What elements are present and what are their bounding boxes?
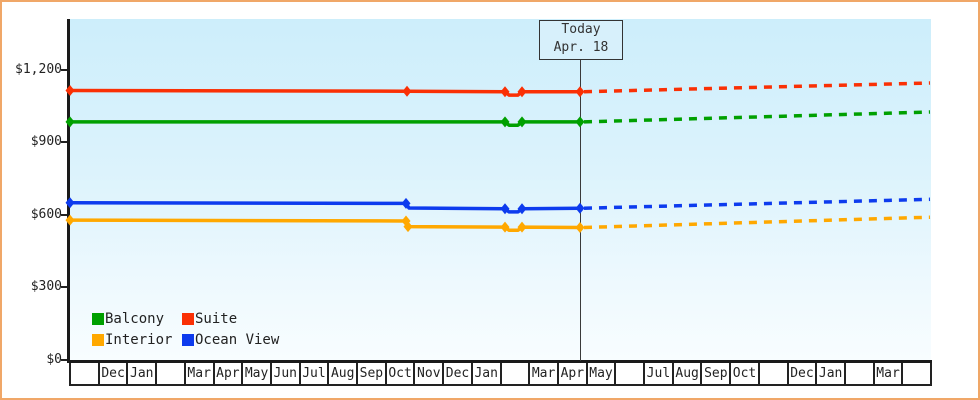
today-marker-box: Today Apr. 18 [539, 20, 623, 60]
legend-item-interior: Interior [92, 332, 182, 348]
month-cell-empty [903, 363, 933, 384]
y-axis-tick-mark [61, 213, 67, 216]
month-cell-mar: Mar [530, 363, 559, 384]
month-cell-mar: Mar [875, 363, 904, 384]
legend-swatch-interior [92, 334, 104, 346]
x-axis-line [67, 360, 932, 363]
legend-item-ocean-view: Ocean View [182, 332, 279, 348]
y-axis-line [67, 19, 70, 363]
month-cell-sep: Sep [702, 363, 732, 384]
today-box-date: Apr. 18 [553, 40, 609, 55]
month-cell-empty [616, 363, 646, 384]
y-axis-tick-mark [61, 358, 67, 361]
y-axis-tick-label: $0 [46, 351, 62, 367]
y-axis-tick-label: $300 [30, 279, 62, 295]
today-box-title: Today [561, 22, 601, 37]
month-cell-may: May [588, 363, 617, 384]
month-cell-mar: Mar [186, 363, 215, 384]
today-vertical-line [580, 58, 581, 361]
month-cell-sep: Sep [358, 363, 387, 384]
month-cell-apr: Apr [559, 363, 588, 384]
month-cell-apr: Apr [215, 363, 244, 384]
month-cell-dec: Dec [789, 363, 818, 384]
month-cell-oct: Oct [731, 363, 760, 384]
y-axis-tick-label: $1,200 [15, 62, 62, 77]
chart-legend: Balcony Suite Interior Ocean View [92, 311, 279, 348]
month-cell-jan: Jan [473, 363, 502, 384]
y-axis-tick-mark [61, 286, 67, 289]
month-cell-empty [71, 363, 100, 384]
legend-swatch-suite [182, 313, 194, 325]
legend-label: Balcony [105, 311, 165, 327]
legend-label: Ocean View [195, 332, 280, 348]
month-cell-dec: Dec [444, 363, 473, 384]
month-cell-aug: Aug [674, 363, 703, 384]
y-axis-tick-mark [61, 69, 67, 71]
month-cell-nov: Nov [415, 363, 445, 384]
legend-label: Suite [195, 311, 238, 327]
y-axis-tick-label: $600 [30, 206, 62, 222]
month-cell-jun: Jun [272, 363, 301, 384]
x-axis-month-band: Dec Jan Mar Apr May Jun Jul Aug Sep Oct Nov Dec Jan M… [69, 363, 933, 386]
month-cell-empty [760, 363, 789, 384]
legend-item-balcony: Balcony [92, 311, 182, 327]
legend-label: Interior [105, 332, 173, 348]
month-cell-empty [846, 363, 875, 384]
legend-swatch-ocean-view [182, 334, 194, 346]
legend-item-suite: Suite [182, 311, 279, 327]
month-cell-jan: Jan [128, 363, 158, 384]
month-cell-empty [157, 363, 186, 384]
legend-swatch-balcony [92, 313, 104, 325]
month-cell-aug: Aug [329, 363, 359, 384]
month-cell-jul: Jul [645, 363, 674, 384]
month-cell-oct: Oct [387, 363, 416, 384]
plot-area [70, 19, 931, 360]
month-cell-empty [502, 363, 531, 384]
month-cell-dec: Dec [100, 363, 129, 384]
y-axis-tick-label: $900 [30, 134, 62, 150]
month-cell-jan: Jan [817, 363, 846, 384]
month-cell-may: May [243, 363, 272, 384]
y-axis-tick-mark [61, 141, 67, 144]
month-cell-jul: Jul [301, 363, 330, 384]
